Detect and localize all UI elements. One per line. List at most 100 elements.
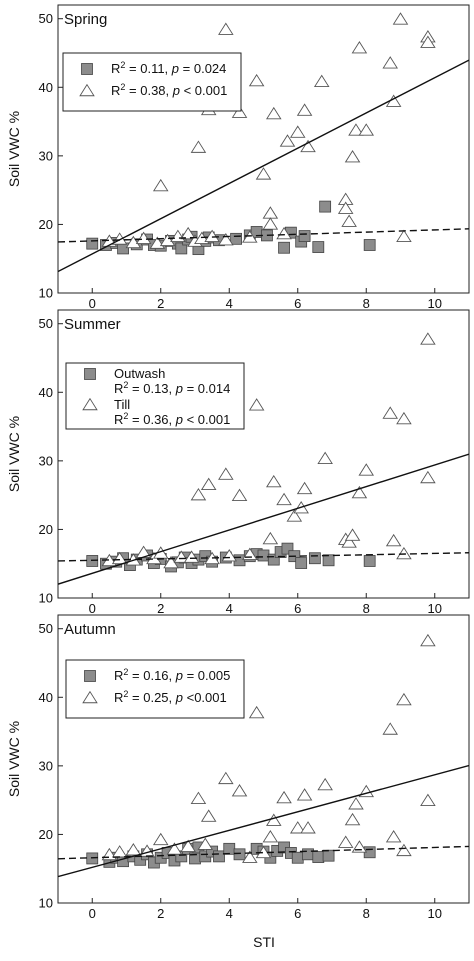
triangle-point [248, 398, 265, 411]
legend-triangle-marker [79, 83, 95, 97]
panel-title: Spring [64, 11, 107, 28]
triangle-point [276, 492, 292, 506]
triangle-point [341, 214, 357, 227]
triangle-point [218, 467, 234, 480]
legend-box [65, 659, 245, 719]
y-tick-label: 30 [39, 148, 53, 163]
triangle-point [190, 791, 207, 804]
panel-title: Autumn [64, 621, 116, 638]
triangle-point [276, 790, 292, 804]
triangle-point [200, 809, 217, 822]
triangle-point [420, 633, 436, 647]
series-triangle [101, 332, 436, 569]
legend: R2 = 0.11, p = 0.024 R2 = 0.38, p < 0.001 [62, 52, 242, 112]
triangle-point [344, 528, 361, 541]
triangle-point [152, 178, 169, 192]
y-tick-label: 10 [39, 896, 53, 911]
x-axis-title: STI [253, 934, 275, 950]
legend-stat: R2 = 0.11, p = 0.024 [111, 60, 226, 76]
triangle-point [266, 106, 282, 120]
x-tick-label: 6 [294, 601, 301, 616]
y-axis-title: Soil VWC % [6, 721, 22, 797]
triangle-point [344, 150, 361, 163]
triangle-point [200, 477, 217, 491]
triangle-point [317, 451, 333, 464]
square-point [363, 239, 376, 251]
square-point [295, 557, 308, 569]
triangle-point [313, 74, 330, 87]
y-tick-label: 40 [39, 80, 53, 95]
triangle-point [296, 481, 313, 495]
square-point [281, 542, 294, 555]
triangle-point [382, 56, 398, 69]
x-tick-label: 2 [157, 296, 164, 311]
triangle-point [396, 546, 412, 560]
triangle-point [204, 229, 220, 242]
y-tick-label: 40 [39, 690, 53, 705]
triangle-point [392, 12, 409, 25]
triangle-point [159, 233, 176, 247]
triangle-point [125, 843, 142, 856]
triangle-point [348, 123, 364, 136]
triangle-point [385, 533, 402, 547]
triangle-point [289, 821, 306, 834]
series-triangle [101, 633, 436, 863]
legend-stat: R2 = 0.16, p = 0.005 [114, 667, 230, 683]
y-tick-label: 20 [39, 217, 53, 232]
x-tick-label: 8 [363, 296, 370, 311]
plot-area [58, 12, 469, 273]
square-point [312, 241, 325, 253]
legend: R2 = 0.16, p = 0.005 R2 = 0.25, p <0.001 [65, 659, 245, 719]
y-tick-label: 30 [39, 758, 53, 773]
triangle-point [300, 821, 316, 834]
triangle-point [135, 231, 152, 245]
panel-spring: 10 20 30 40 50 0 2 4 6 8 10 Soil VWC % Spring R2 = 0.… [6, 4, 470, 311]
triangle-point [248, 73, 265, 87]
square-point [86, 237, 99, 250]
legend-square-marker [81, 63, 93, 75]
triangle-point [231, 784, 248, 797]
triangle-point [248, 705, 265, 719]
square-point [363, 555, 376, 567]
triangle-point [242, 850, 258, 863]
triangle-point [190, 487, 207, 501]
y-tick-label: 50 [39, 621, 53, 636]
triangle-point [262, 531, 279, 545]
triangle-point [242, 230, 258, 243]
series-triangle [101, 12, 436, 249]
fit-line-dashed [58, 552, 469, 562]
triangle-point [420, 793, 436, 807]
legend-box [62, 52, 242, 112]
triangle-point [396, 411, 412, 425]
square-point [278, 241, 290, 254]
plot-area [58, 633, 469, 878]
legend-triangle-marker [82, 397, 98, 411]
fit-line-dashed [58, 845, 469, 860]
y-tick-label: 50 [39, 11, 53, 26]
legend-stat: R2 = 0.25, p <0.001 [114, 689, 227, 705]
triangle-point [337, 201, 354, 214]
triangle-point [279, 134, 296, 147]
y-tick-label: 30 [39, 453, 53, 468]
triangle-point [231, 488, 248, 502]
square-point [298, 230, 311, 242]
x-tick-label: 0 [89, 601, 96, 616]
legend-triangle-marker [82, 690, 98, 704]
x-tick-label: 2 [157, 906, 164, 921]
triangle-point [183, 550, 200, 563]
x-tick-label: 0 [89, 296, 96, 311]
triangle-point [351, 41, 368, 54]
x-tick-label: 4 [226, 296, 233, 311]
triangle-point [173, 550, 190, 563]
triangle-point [111, 551, 128, 565]
triangle-point [396, 692, 412, 706]
square-point [257, 549, 270, 562]
square-point [322, 849, 335, 862]
triangle-point [420, 35, 436, 48]
square-point [312, 851, 325, 863]
panel-autumn: 10 20 30 40 50 0 2 4 6 8 10 Soil VWC % Autumn R2 = 0.… [6, 614, 470, 921]
